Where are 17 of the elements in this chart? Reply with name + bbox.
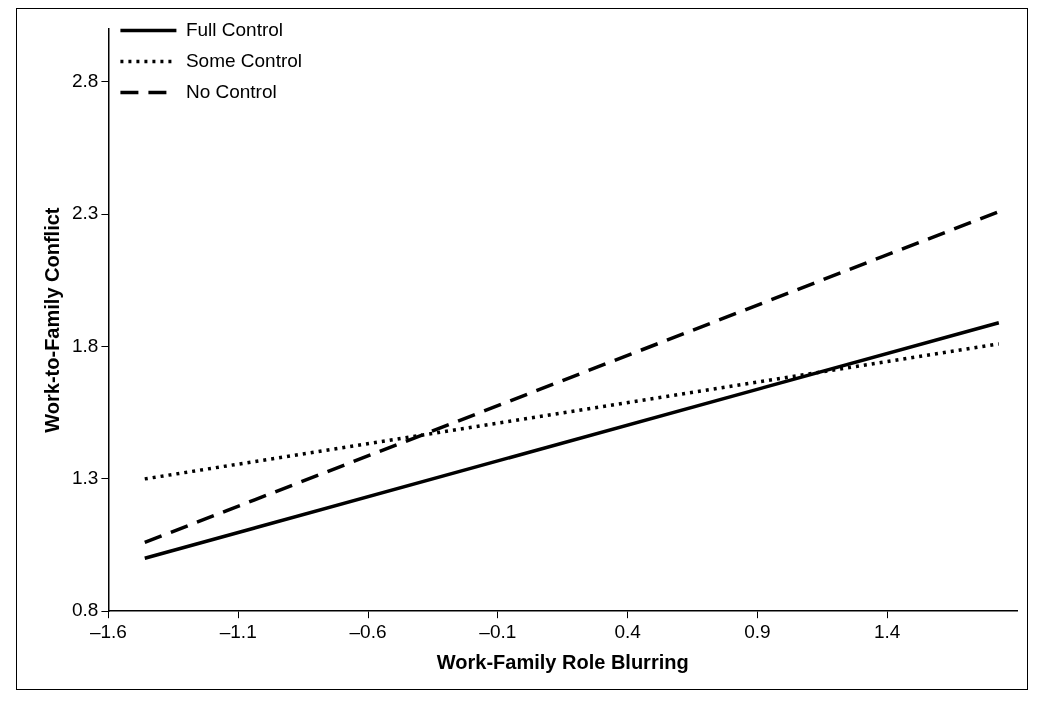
- x-tick-label: –1.1: [219, 620, 257, 642]
- y-tick-label: 0.8: [71, 599, 99, 621]
- y-tick-label: 2.8: [71, 70, 99, 92]
- y-axis-title: Work-to-Family Conflict: [40, 207, 63, 433]
- x-axis-title: Work-Family Role Blurring: [436, 650, 689, 673]
- x-tick-label: –1.6: [89, 620, 127, 642]
- x-tick-label: 1.4: [873, 620, 901, 642]
- x-tick-label: –0.1: [479, 620, 517, 642]
- x-tick-label: 0.9: [744, 620, 771, 642]
- y-tick-label: 2.3: [71, 202, 99, 224]
- y-tick-label: 1.8: [71, 334, 99, 356]
- x-tick-label: 0.4: [614, 620, 642, 642]
- legend-label: No Control: [185, 80, 277, 102]
- y-tick-label: 1.3: [71, 467, 99, 489]
- legend-label: Some Control: [185, 49, 303, 71]
- x-tick-label: –0.6: [349, 620, 387, 642]
- legend-label: Full Control: [185, 18, 284, 40]
